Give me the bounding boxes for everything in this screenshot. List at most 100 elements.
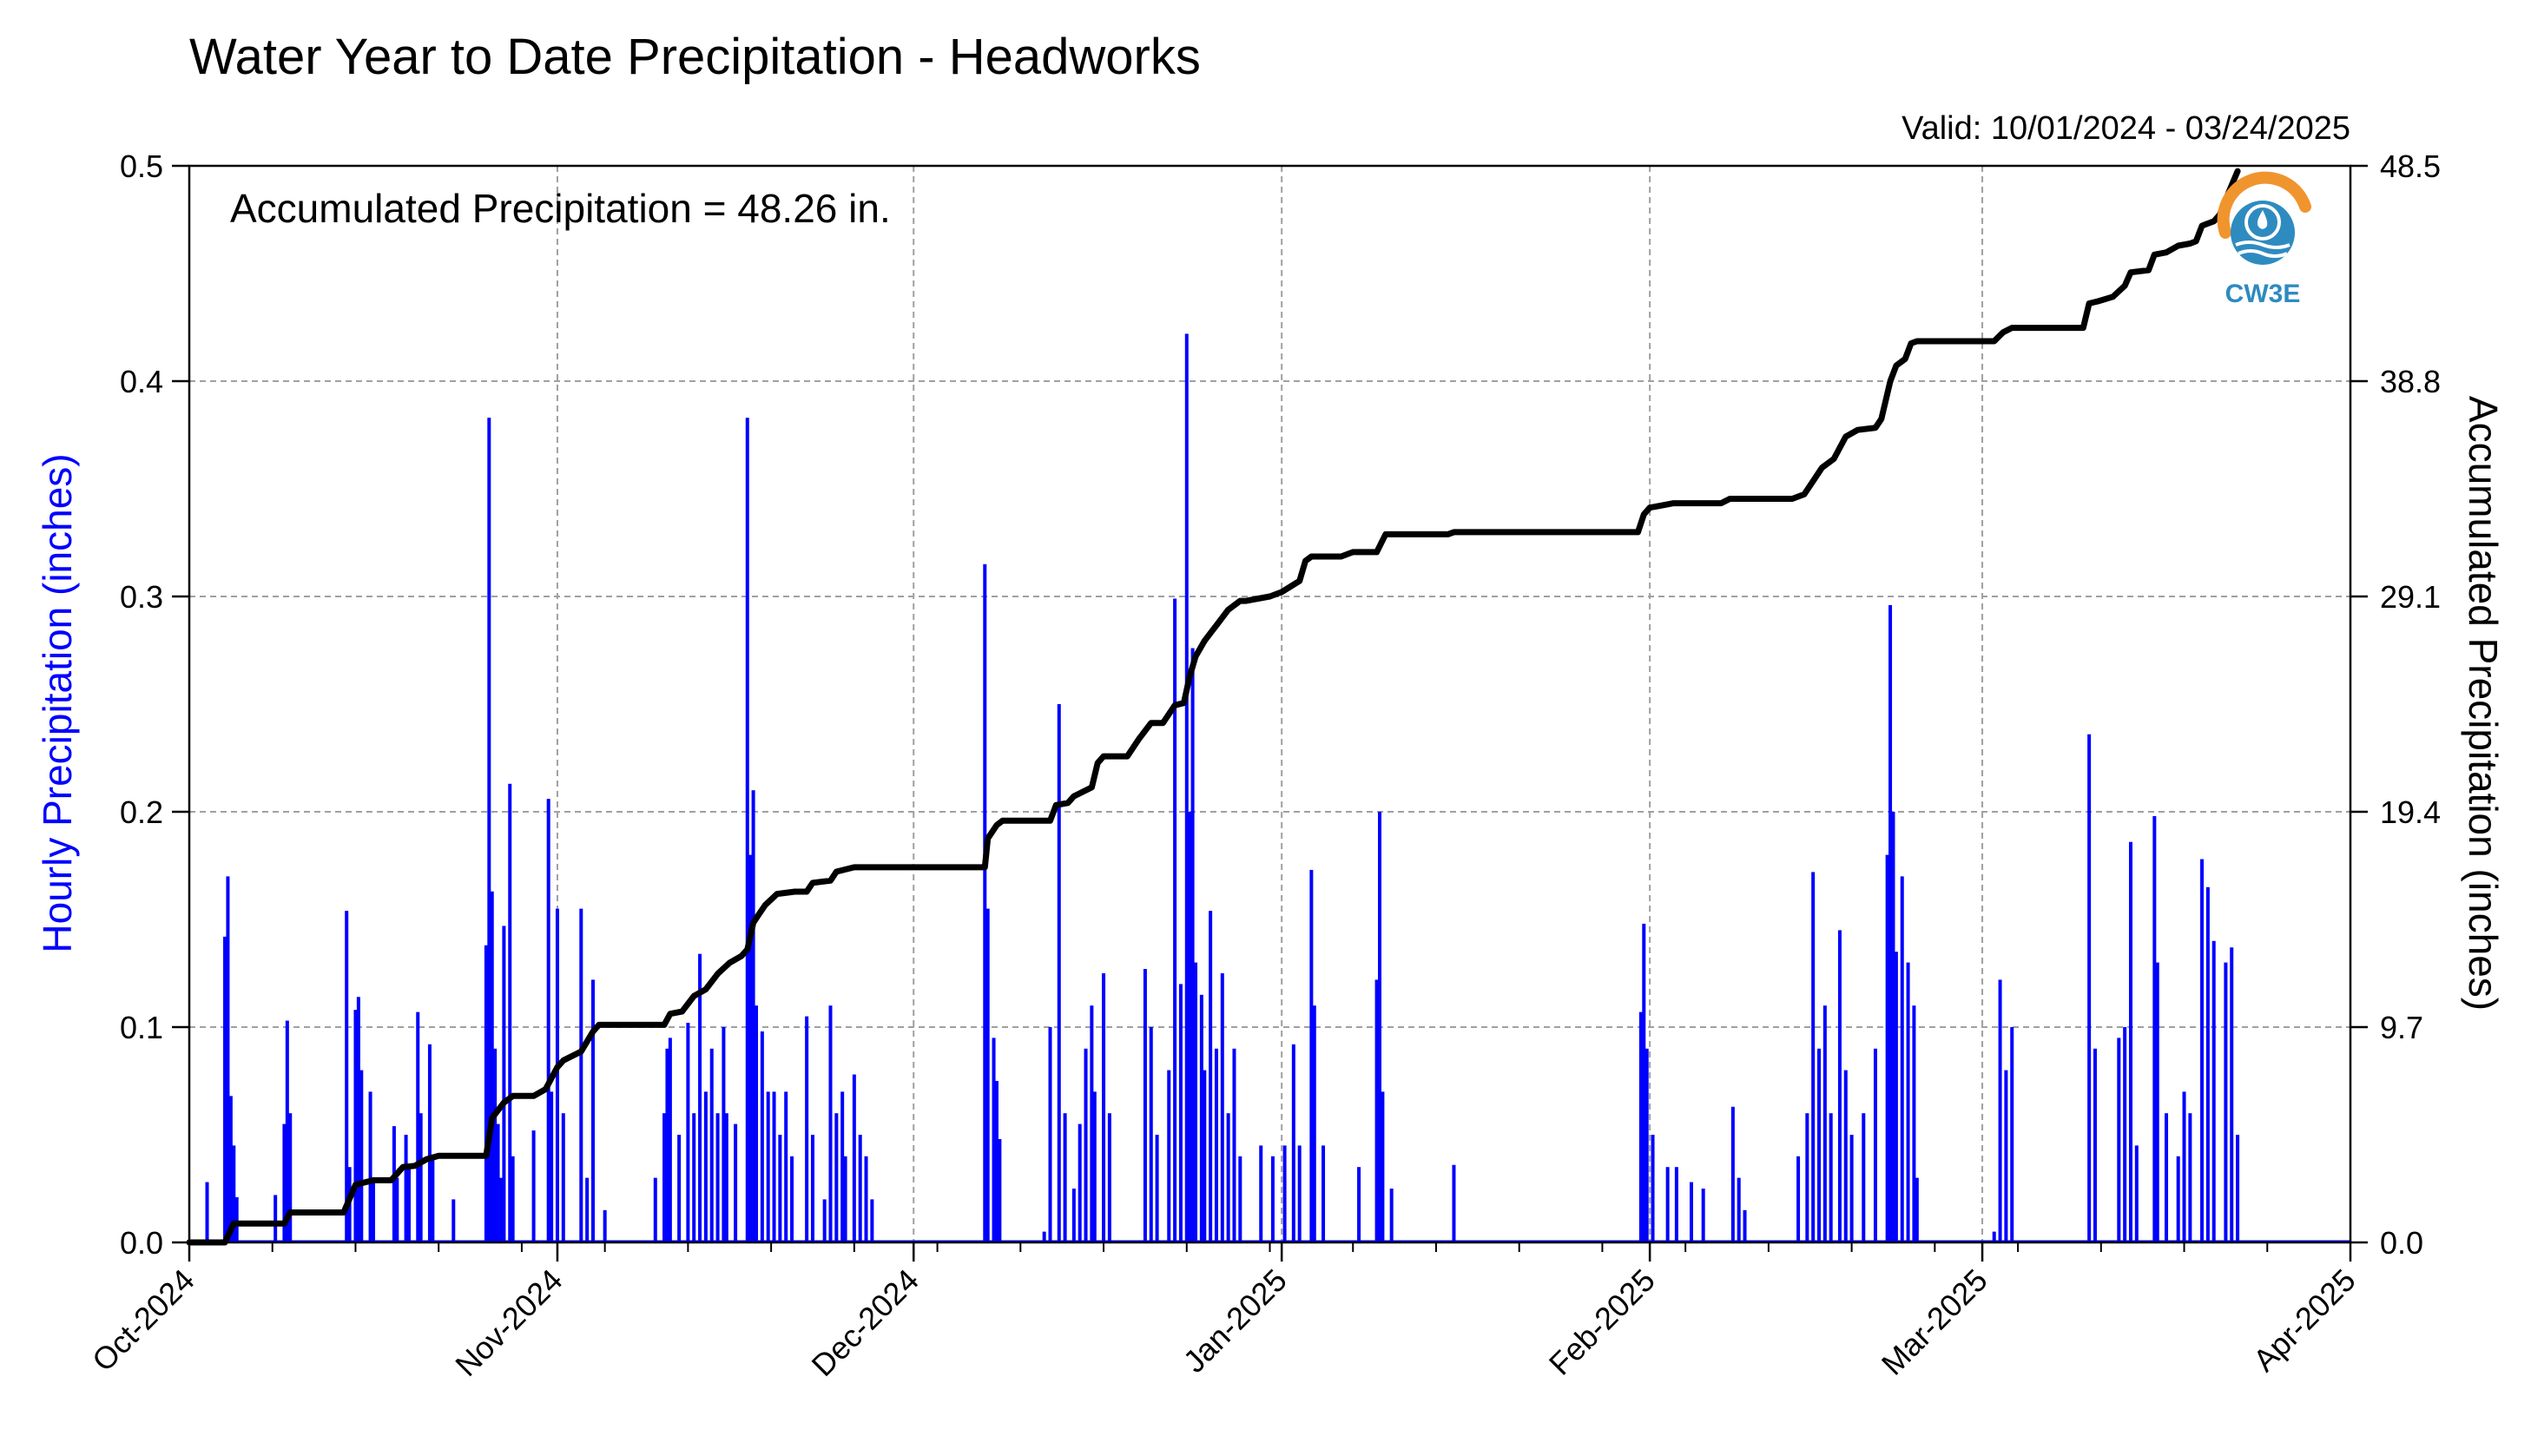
hourly-precip-bar	[1173, 598, 1177, 1242]
hourly-precip-bar	[1849, 1135, 1854, 1242]
right-y-axis-label: Accumulated Precipitation (inches)	[2461, 396, 2506, 1011]
hourly-precip-bar	[790, 1156, 794, 1242]
right-y-tick-label: 9.7	[2380, 1010, 2423, 1045]
hourly-precip-bar	[490, 891, 494, 1242]
left-y-axis-ticks: 0.0 0.1 0.2 0.3 0.4 0.5	[120, 148, 189, 1261]
hourly-precip-bar	[828, 1005, 833, 1242]
logo-text: CW3E	[2225, 280, 2301, 308]
hourly-precip-bar	[1811, 872, 1816, 1242]
hourly-precip-bar	[1651, 1135, 1655, 1242]
hourly-precip-bar	[864, 1156, 868, 1242]
right-y-axis-ticks: 0.0 9.7 19.4 29.1 38.8 48.5	[2350, 148, 2441, 1261]
hourly-precip-bar	[870, 1199, 874, 1242]
hourly-precip-bar	[2205, 886, 2210, 1242]
hourly-precip-bar	[983, 563, 987, 1242]
hourly-precip-bar	[1689, 1182, 1693, 1242]
hourly-precip-bar	[288, 1113, 293, 1242]
hourly-precip-bar	[205, 1182, 209, 1242]
hourly-precip-bar	[1998, 979, 2002, 1242]
hourly-precip-bar	[858, 1135, 862, 1242]
hourly-precip-bar	[1297, 1145, 1302, 1242]
hourly-precip-bar	[1071, 1189, 1076, 1242]
hourly-precip-bar	[2236, 1135, 2240, 1242]
hourly-precip-bar	[407, 1167, 412, 1242]
accumulated-precip-line	[186, 168, 2241, 1246]
hourly-precip-bar	[998, 1138, 1002, 1242]
hourly-precip-bar	[1048, 1027, 1052, 1242]
hourly-precip-bar	[1885, 854, 1889, 1242]
hourly-precip-bar	[2004, 1070, 2008, 1242]
logo-orange-arc	[2217, 171, 2311, 239]
hourly-precip-bar	[484, 945, 488, 1242]
hourly-precip-bar	[1057, 704, 1061, 1242]
hourly-precip-bar	[2230, 947, 2234, 1242]
x-tick-label: Dec-2024	[805, 1262, 926, 1383]
hourly-precip-bar	[1322, 1145, 1326, 1242]
hourly-precip-bar	[1743, 1209, 1747, 1242]
left-y-tick-label: 0.3	[120, 579, 163, 615]
hourly-precip-bar	[1817, 1048, 1822, 1242]
hourly-precip-bar	[653, 1177, 657, 1242]
hourly-precip-bar	[223, 936, 227, 1242]
logo-wave-1	[2235, 240, 2290, 249]
hourly-precip-bar	[1078, 1123, 1082, 1242]
accumulated-precip-line-group	[186, 168, 2241, 1246]
hourly-precip-bar	[692, 1113, 696, 1242]
hourly-precip-bar	[1184, 333, 1189, 1243]
hourly-precip-bar	[810, 1135, 814, 1242]
hourly-precip-bar	[2093, 1048, 2097, 1242]
hourly-precip-bar	[1291, 1044, 1295, 1242]
x-tick-label: Mar-2025	[1875, 1262, 1994, 1382]
logo-inner-circle	[2244, 204, 2281, 240]
hourly-precip-bar	[1190, 648, 1195, 1242]
hourly-precip-bar	[1270, 1156, 1275, 1242]
hourly-precip-bar	[1084, 1048, 1088, 1242]
hourly-precip-bar	[751, 790, 755, 1242]
hourly-precip-bar	[734, 1123, 738, 1242]
hourly-precip-bar	[1188, 812, 1192, 1242]
hourly-precip-bar	[1374, 979, 1379, 1242]
left-y-tick-label: 0.4	[120, 364, 163, 399]
hourly-precip-bar	[715, 1113, 720, 1242]
hourly-precip-bar	[772, 1091, 776, 1242]
hourly-precip-bar	[668, 1038, 672, 1242]
right-y-tick-label: 48.5	[2380, 148, 2441, 184]
hourly-precip-bar	[1900, 876, 1904, 1242]
hourly-precip-bar	[1992, 1231, 1996, 1242]
hourly-precip-bar	[1357, 1167, 1361, 1242]
hourly-precip-bar	[1644, 1048, 1649, 1242]
hourly-precip-bar	[784, 1091, 788, 1242]
x-tick-label: Oct-2024	[85, 1262, 201, 1379]
hourly-precip-bar	[487, 418, 491, 1242]
hourly-precip-bar	[356, 997, 360, 1242]
hourly-precip-bar	[1203, 1070, 1207, 1242]
hourly-precip-bar	[234, 1196, 239, 1242]
hourly-precip-bar	[232, 1145, 236, 1242]
hourly-precip-bar	[2152, 815, 2157, 1242]
hourly-precip-bar	[1891, 812, 1895, 1242]
hourly-precip-bar	[590, 979, 595, 1242]
hourly-precip-bar	[285, 1020, 289, 1242]
hourly-precip-bar	[1107, 1113, 1111, 1242]
hourly-precip-bar	[579, 908, 583, 1242]
hourly-precip-bar	[368, 1091, 372, 1242]
hourly-precip-bar	[1638, 1011, 1643, 1242]
hourly-precip-bar	[1282, 1145, 1287, 1242]
hourly-precip-bar	[2211, 940, 2216, 1242]
chart-title: Water Year to Date Precipitation - Headw…	[189, 29, 1201, 85]
hourly-precip-bar	[709, 1048, 714, 1242]
hourly-precip-bar	[2117, 1038, 2121, 1242]
hourly-precip-bar	[662, 1113, 667, 1242]
hourly-precip-bar	[2010, 1027, 2014, 1242]
hourly-precip-bar	[1829, 1113, 1833, 1242]
hourly-precip-bar	[1862, 1113, 1866, 1242]
hourly-precip-bar	[722, 1027, 726, 1242]
hourly-precip-bar	[1155, 1135, 1159, 1242]
accumulated-total-annotation: Accumulated Precipitation = 48.26 in.	[230, 186, 891, 231]
x-tick-label: Feb-2025	[1542, 1262, 1662, 1382]
hourly-precip-bar	[1381, 1091, 1385, 1242]
hourly-precip-bar	[1389, 1189, 1394, 1242]
hourly-precip-bar	[2165, 1113, 2169, 1242]
hourly-precip-bar	[228, 1096, 233, 1242]
